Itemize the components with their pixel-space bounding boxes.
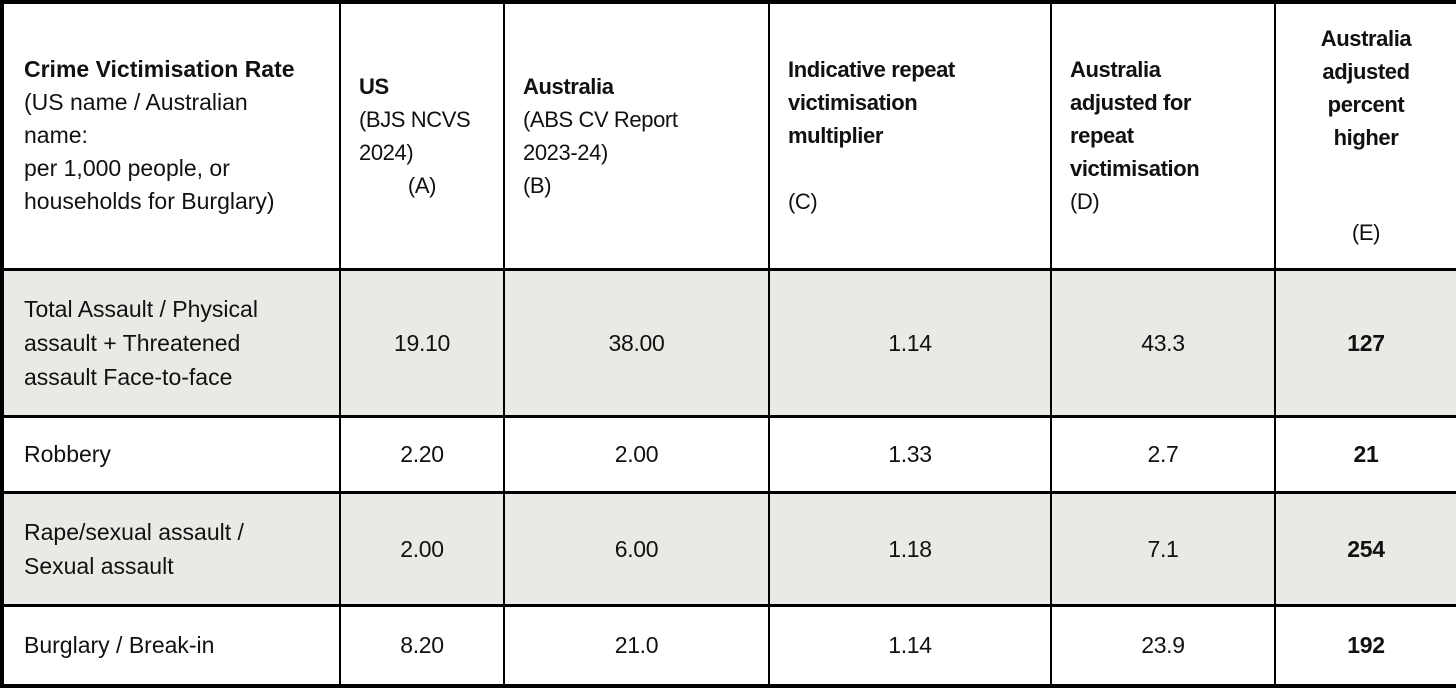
header-multiplier-title: Indicative repeat victimisation multipli… [788, 57, 955, 149]
australia-rate-cell: 21.0 [503, 603, 770, 688]
table-row-robbery: Robbery 2.20 2.00 1.33 2.7 21 [1, 414, 1456, 494]
header-percent-letter: (E) [1351, 220, 1381, 246]
adjusted-rate-cell: 7.1 [1050, 490, 1276, 607]
adjusted-rate-cell: 23.9 [1050, 603, 1276, 688]
header-cell-adjusted: Australia adjusted for repeat victimisat… [1050, 0, 1276, 271]
crime-name-cell: Total Assault / Physical assault + Threa… [1, 267, 341, 418]
australia-rate-cell: 2.00 [503, 414, 770, 494]
crime-name-cell: Rape/sexual assault / Sexual assault [1, 490, 341, 607]
adjusted-rate-cell: 2.7 [1050, 414, 1276, 494]
table-title: Crime Victimisation Rate [24, 56, 295, 83]
header-cell-multiplier: Indicative repeat victimisation multipli… [768, 0, 1052, 271]
header-cell-crime: Crime Victimisation Rate (US name / Aust… [1, 0, 341, 271]
australia-rate-cell: 38.00 [503, 267, 770, 418]
header-australia-source: (ABS CV Report 2023-24) [523, 106, 678, 165]
header-adjusted-letter: (D) [1070, 189, 1100, 215]
multiplier-cell: 1.14 [768, 603, 1052, 688]
multiplier-cell: 1.18 [768, 490, 1052, 607]
header-cell-us: US (BJS NCVS 2024) (A) [339, 0, 505, 271]
us-rate-cell: 2.00 [339, 490, 505, 607]
header-us-title: US [359, 73, 389, 99]
header-australia-letter: (B) [523, 172, 552, 198]
header-cell-australia: Australia (ABS CV Report 2023-24) (B) [503, 0, 770, 271]
header-cell-percent-higher: Australia adjusted percent higher (E) [1274, 0, 1456, 271]
crime-name-cell: Robbery [1, 414, 341, 494]
adjusted-rate-cell: 43.3 [1050, 267, 1276, 418]
us-rate-cell: 19.10 [339, 267, 505, 418]
percent-higher-cell: 192 [1274, 603, 1456, 688]
us-rate-cell: 2.20 [339, 414, 505, 494]
multiplier-cell: 1.33 [768, 414, 1052, 494]
australia-rate-cell: 6.00 [503, 490, 770, 607]
header-multiplier-letter: (C) [788, 189, 818, 215]
table-row-burglary: Burglary / Break-in 8.20 21.0 1.14 23.9 … [1, 603, 1456, 688]
header-us-source: (BJS NCVS 2024) [359, 106, 471, 165]
table-row-sexual-assault: Rape/sexual assault / Sexual assault 2.0… [1, 490, 1456, 607]
percent-higher-cell: 127 [1274, 267, 1456, 418]
header-us-letter: (A) [407, 172, 437, 198]
header-percent-title: Australia adjusted percent higher [1320, 26, 1412, 151]
percent-higher-cell: 254 [1274, 490, 1456, 607]
us-rate-cell: 8.20 [339, 603, 505, 688]
header-row: Crime Victimisation Rate (US name / Aust… [1, 0, 1456, 271]
table-row-total-assault: Total Assault / Physical assault + Threa… [1, 267, 1456, 418]
crime-name-cell: Burglary / Break-in [1, 603, 341, 688]
multiplier-cell: 1.14 [768, 267, 1052, 418]
percent-higher-cell: 21 [1274, 414, 1456, 494]
header-adjusted-title: Australia adjusted for repeat victimisat… [1070, 57, 1200, 182]
header-australia-title: Australia [523, 73, 614, 99]
table-title-note: (US name / Australian name: per 1,000 pe… [24, 89, 275, 215]
